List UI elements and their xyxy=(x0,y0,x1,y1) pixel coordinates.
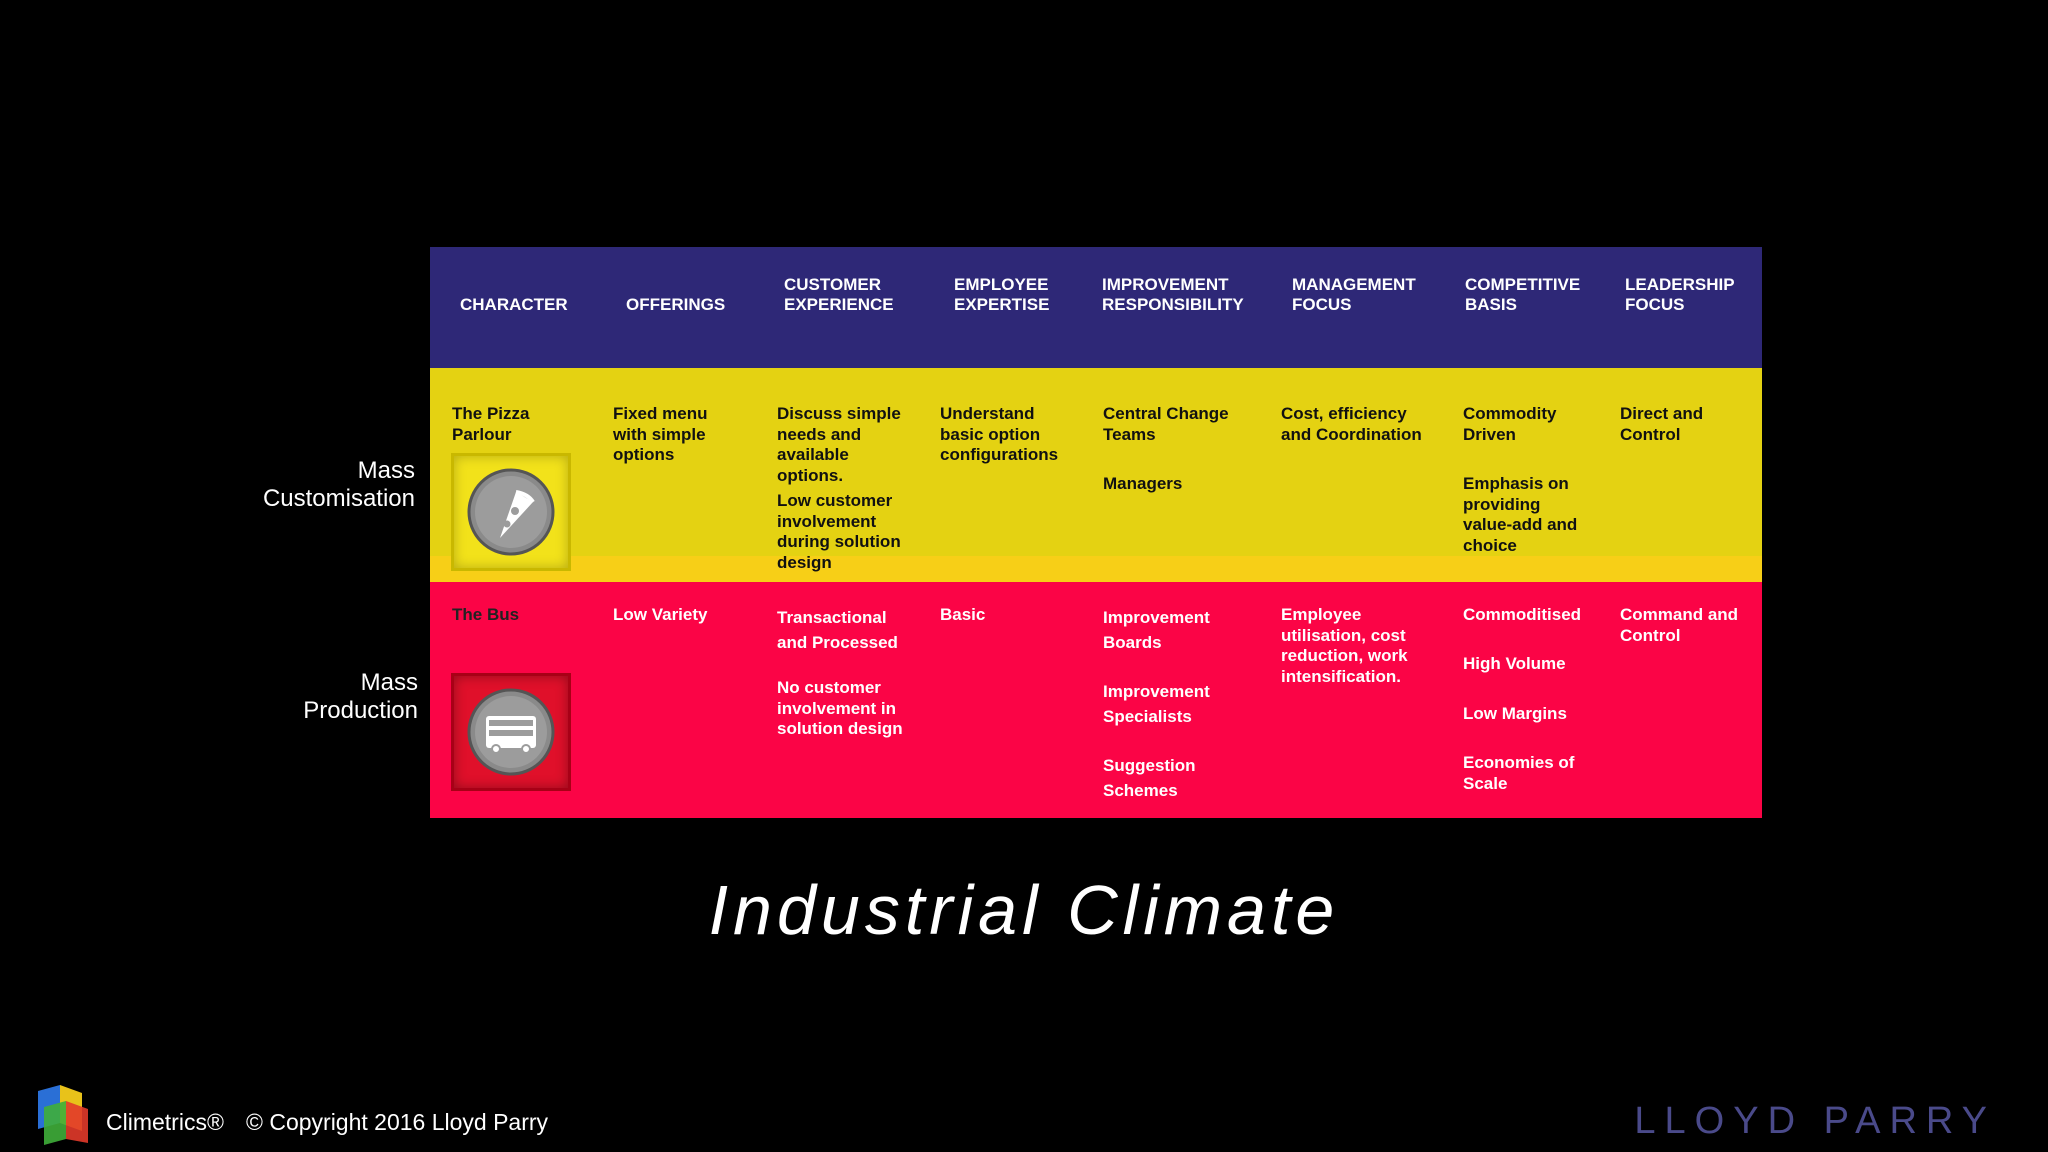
lloyd-parry-logo: LLOYD PARRY xyxy=(1634,1100,1996,1142)
header-improvement-responsibility: IMPROVEMENT RESPONSIBILITY xyxy=(1102,275,1244,314)
climate-table: CHARACTER OFFERINGS CUSTOMER EXPERIENCE … xyxy=(430,247,1762,818)
cell-improvement-1: Central Change Teams xyxy=(1103,404,1229,444)
footer-copyright: © Copyright 2016 Lloyd Parry xyxy=(246,1109,549,1135)
cell-employee-expertise: Basic xyxy=(940,605,986,624)
bus-tile xyxy=(451,673,571,791)
cell-customer-experience-1: Discuss simple needs and available optio… xyxy=(777,404,901,485)
bus-icon xyxy=(467,688,555,776)
row-label-mass-customisation: Mass Customisation xyxy=(262,457,415,512)
header-leadership-focus: LEADERSHIP FOCUS xyxy=(1625,275,1735,314)
cell-improvement-2: Improvement Specialists xyxy=(1103,682,1210,726)
cell-customer-experience-2: No customer involvement in solution desi… xyxy=(777,678,903,738)
cell-competitive-1: Commoditised xyxy=(1463,605,1582,624)
slide-title: Industrial Climate xyxy=(708,871,1340,949)
row-divider-band xyxy=(430,556,1762,582)
cell-improvement-1: Improvement Boards xyxy=(1103,608,1210,652)
pizza-tile xyxy=(451,453,571,571)
cell-employee-expertise: Understand basic option configurations xyxy=(940,404,1059,464)
row-label-mass-production: Mass Production xyxy=(303,669,418,724)
pizza-icon xyxy=(467,468,555,556)
cell-competitive-3: Low Margins xyxy=(1463,704,1567,723)
cell-character: The Pizza Parlour xyxy=(452,404,530,444)
header-competitive-basis: COMPETITIVE BASIS xyxy=(1465,275,1581,314)
cell-improvement-3: Suggestion Schemes xyxy=(1103,756,1196,800)
cell-management-focus: Employee utilisation, cost reduction, wo… xyxy=(1281,605,1408,686)
header-employee-expertise: EMPLOYEE EXPERTISE xyxy=(954,275,1050,314)
header-character: CHARACTER xyxy=(460,295,568,314)
mass-customisation-row xyxy=(430,368,1762,556)
cell-leadership-focus: Direct and Control xyxy=(1620,404,1704,444)
cell-offerings: Fixed menu with simple options xyxy=(613,404,708,464)
mass-production-row xyxy=(430,582,1762,818)
cell-competitive-2: Emphasis on providing value-add and choi… xyxy=(1463,474,1578,555)
footer-brand: Climetrics® xyxy=(106,1109,224,1135)
cell-management-focus: Cost, efficiency and Coordination xyxy=(1281,404,1422,444)
climetrics-cube-icon xyxy=(38,1085,88,1145)
cell-competitive-1: Commodity Driven xyxy=(1463,404,1557,444)
cell-character: The Bus xyxy=(452,605,520,624)
cell-competitive-4: Economies of Scale xyxy=(1463,753,1575,793)
cell-leadership-focus: Command and Control xyxy=(1620,605,1739,645)
cell-customer-experience-1: Transactional and Processed xyxy=(777,608,898,652)
cell-competitive-2: High Volume xyxy=(1463,654,1566,673)
header-offerings: OFFERINGS xyxy=(626,295,726,314)
header-customer-experience: CUSTOMER EXPERIENCE xyxy=(784,275,894,314)
cell-customer-experience-2: Low customer involvement during solution… xyxy=(777,491,901,572)
cell-improvement-2: Managers xyxy=(1103,474,1183,493)
cell-offerings: Low Variety xyxy=(613,605,708,624)
table-header-row: CHARACTER OFFERINGS CUSTOMER EXPERIENCE … xyxy=(430,247,1762,368)
header-management-focus: MANAGEMENT FOCUS xyxy=(1292,275,1416,314)
